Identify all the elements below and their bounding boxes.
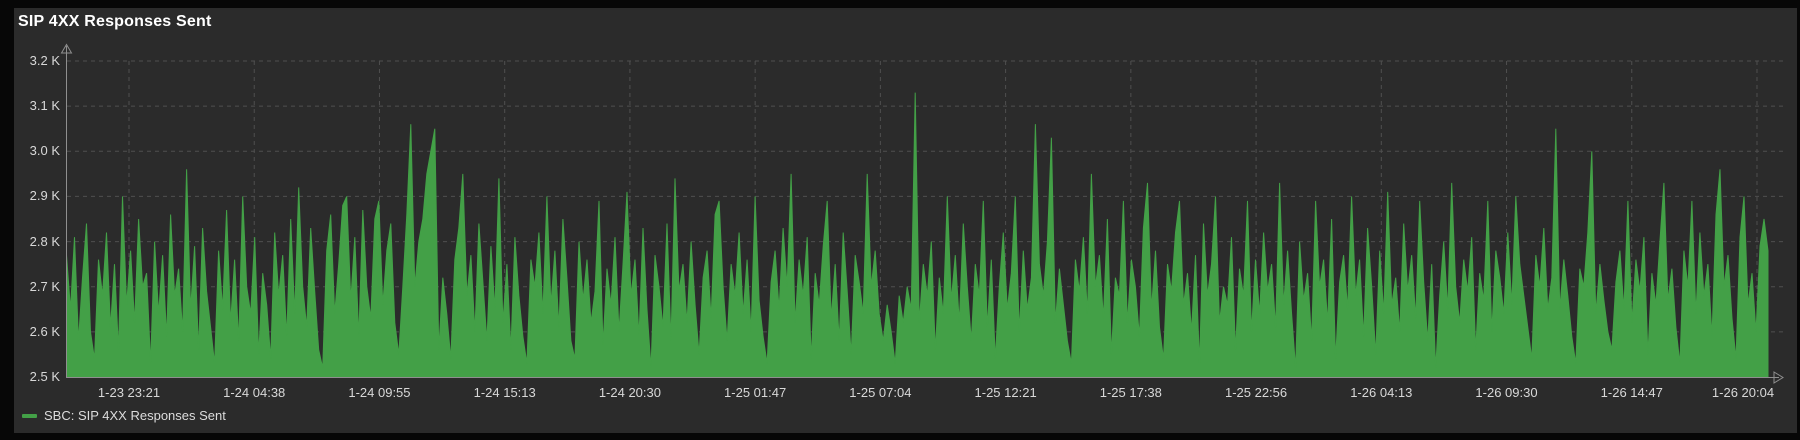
x-axis-arrow-icon <box>1773 371 1784 384</box>
x-tick-label: 1-24 04:38 <box>223 385 286 400</box>
legend-swatch <box>22 414 37 418</box>
y-tick-label: 2.5 K <box>29 369 60 384</box>
x-tick-label: 1-26 20:04 <box>1711 385 1775 400</box>
y-tick-label: 2.6 K <box>29 323 60 339</box>
y-tick-label: 3.1 K <box>29 98 60 114</box>
series-area[interactable] <box>66 92 1769 378</box>
x-tick-label: 1-26 04:13 <box>1350 385 1413 400</box>
x-tick-label: 1-25 22:56 <box>1224 385 1288 400</box>
x-tick-label: 1-25 07:04 <box>849 385 912 400</box>
x-tick-label: 1-24 20:30 <box>598 385 661 400</box>
y-tick-label: 2.7 K <box>29 278 60 294</box>
x-tick-label: 1-25 12:21 <box>974 385 1037 400</box>
x-tick-label: 1-25 01:47 <box>724 385 787 400</box>
legend: SBC: SIP 4XX Responses Sent <box>22 408 226 424</box>
y-axis-arrow-icon <box>60 43 73 54</box>
x-tick-label: 1-26 09:30 <box>1475 385 1538 400</box>
y-tick-label: 2.8 K <box>29 233 60 249</box>
x-tick-label: 1-23 23:21 <box>97 385 161 400</box>
y-tick-label: 3.0 K <box>29 143 60 159</box>
x-tick-label: 1-26 14:47 <box>1600 385 1663 400</box>
x-tick-label: 1-24 09:55 <box>348 385 411 400</box>
x-tick-label: 1-24 15:13 <box>473 385 536 400</box>
y-tick-label: 2.9 K <box>29 188 60 204</box>
legend-series-label[interactable]: SBC: SIP 4XX Responses Sent <box>44 408 226 423</box>
panel-title: SIP 4XX Responses Sent <box>18 13 212 30</box>
y-tick-label: 3.2 K <box>29 53 60 68</box>
x-tick-label: 1-25 17:38 <box>1099 385 1162 400</box>
